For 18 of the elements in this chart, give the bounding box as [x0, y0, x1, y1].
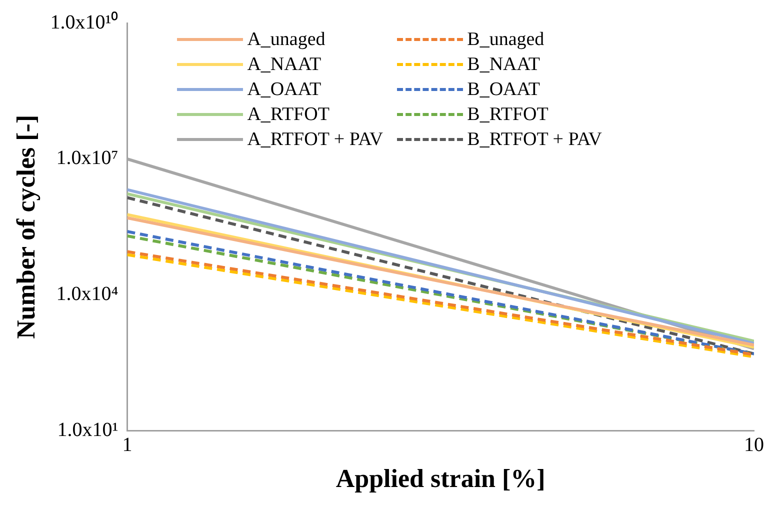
- legend-label: A_RTFOT + PAV: [247, 128, 384, 152]
- legend-label: A_RTFOT: [247, 103, 330, 127]
- y-tick-label: 1.0x10¹: [57, 419, 118, 442]
- legend-label: A_NAAT: [247, 53, 322, 77]
- y-tick-label: 1.0x10¹⁰: [50, 10, 118, 34]
- x-axis-title: Applied strain [%]: [336, 464, 546, 494]
- y-tick-label: 1.0x10⁴: [56, 283, 118, 306]
- x-tick-label: 10: [744, 434, 764, 456]
- legend-label: B_RTFOT: [467, 103, 548, 127]
- y-tick-label: 1.0x10⁷: [56, 147, 118, 170]
- legend-label: B_NAAT: [467, 53, 540, 77]
- legend-label: B_unaged: [467, 28, 544, 52]
- x-tick-label: 1: [122, 434, 132, 456]
- legend-label: B_RTFOT + PAV: [467, 128, 602, 152]
- y-axis-title: Number of cycles [-]: [11, 114, 40, 339]
- legend-label: A_OAAT: [247, 78, 322, 102]
- legend-label: B_OAAT: [467, 78, 540, 102]
- legend-label: A_unaged: [247, 28, 326, 52]
